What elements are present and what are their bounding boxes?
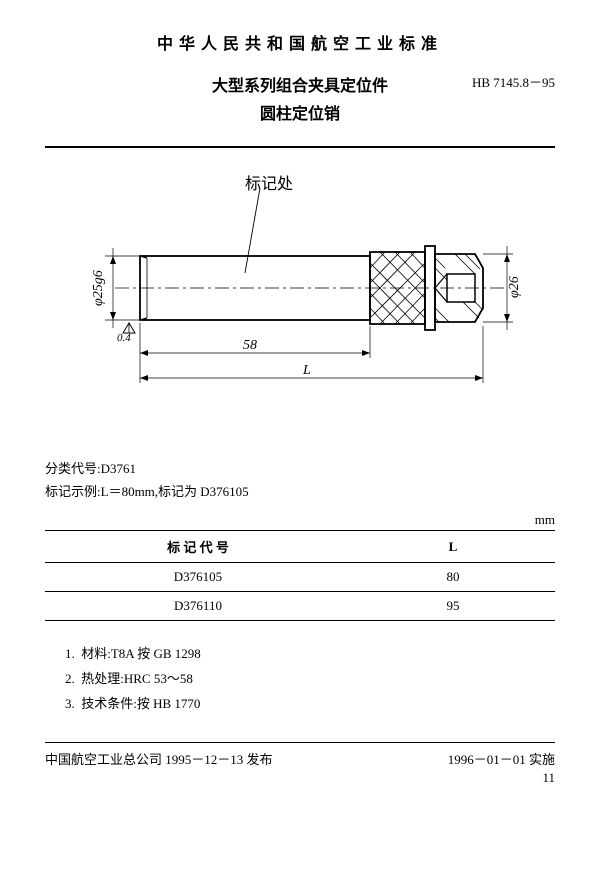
cell-mark: D376105 [45, 563, 351, 592]
note-num: 1. [65, 646, 75, 661]
unit-label: mm [45, 512, 555, 528]
note-num: 3. [65, 696, 75, 711]
classification-line: 分类代号:D3761 [45, 458, 555, 477]
note-item: 1. 材料:T8A 按 GB 1298 [65, 643, 555, 662]
surface-finish-value: 0.4 [117, 332, 131, 344]
spec-table: 标 记 代 号 L D376105 80 D376110 95 [45, 530, 555, 621]
footer-effective: 1996－01－01 实施 [448, 749, 555, 768]
header-organization: 中华人民共和国航空工业标准 [45, 30, 555, 54]
note-item: 3. 技术条件:按 HB 1770 [65, 693, 555, 712]
title-row: 大型系列组合夹具定位件 HB 7145.8－95 [45, 72, 555, 96]
dim-L: L [303, 363, 311, 379]
divider-bottom [45, 742, 555, 743]
table-row: D376105 80 [45, 563, 555, 592]
dim-diameter-right: φ26 [507, 276, 523, 298]
col-header-mark: 标 记 代 号 [45, 531, 351, 563]
col-header-L: L [351, 531, 555, 563]
note-text: 热处理:HRC 53～58 [81, 671, 193, 686]
standard-code: HB 7145.8－95 [472, 72, 555, 91]
dim-58: 58 [243, 338, 257, 354]
dim-diameter-left: φ25g6 [91, 270, 107, 306]
title-line2: 圆柱定位销 [45, 100, 555, 124]
page-number: 11 [45, 770, 555, 786]
note-num: 2. [65, 671, 75, 686]
footer-row: 中国航空工业总公司 1995－12－13 发布 1996－01－01 实施 [45, 749, 555, 768]
title-line1: 大型系列组合夹具定位件 [212, 72, 388, 96]
cell-L: 80 [351, 563, 555, 592]
cell-L: 95 [351, 592, 555, 621]
note-text: 技术条件:按 HB 1770 [81, 696, 200, 711]
technical-diagram: 标记处 φ25g6 φ26 0.4 58 L [45, 158, 555, 398]
annotation-label: 标记处 [245, 170, 293, 194]
footer-publisher: 中国航空工业总公司 1995－12－13 发布 [45, 749, 273, 768]
table-row: D376110 95 [45, 592, 555, 621]
pin-drawing-svg [45, 158, 555, 398]
mark-example-line: 标记示例:L＝80mm,标记为 D376105 [45, 481, 555, 500]
table-header-row: 标 记 代 号 L [45, 531, 555, 563]
classification-code: D3761 [101, 461, 136, 476]
cell-mark: D376110 [45, 592, 351, 621]
note-text: 材料:T8A 按 GB 1298 [81, 646, 201, 661]
notes-list: 1. 材料:T8A 按 GB 1298 2. 热处理:HRC 53～58 3. … [45, 643, 555, 712]
divider-top [45, 146, 555, 148]
mark-example-label: 标记示例: [45, 484, 101, 499]
classification-label: 分类代号: [45, 461, 101, 476]
note-item: 2. 热处理:HRC 53～58 [65, 668, 555, 687]
mark-example-text: L＝80mm,标记为 D376105 [101, 484, 249, 499]
